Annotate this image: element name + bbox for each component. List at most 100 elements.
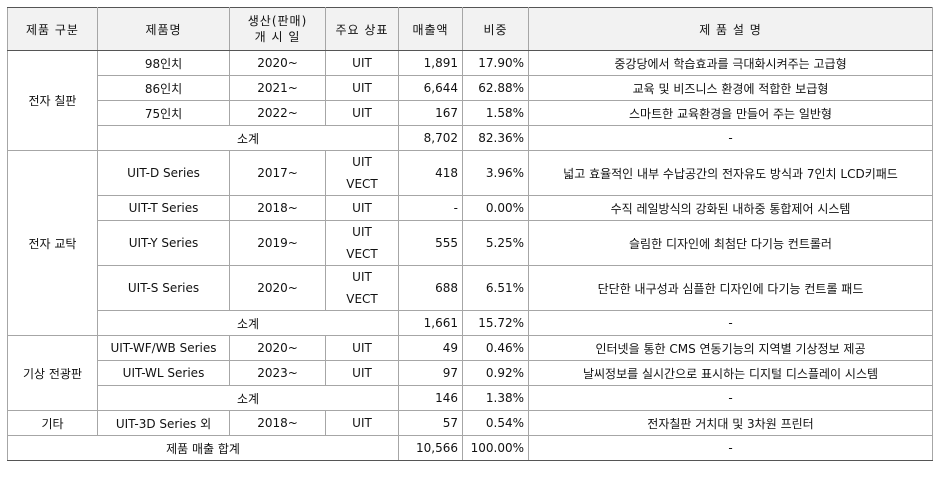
product-sales-table: 제품 구분 제품명 생산(판매) 개 시 일 주요 상표 매출액 비중 제 품 … [7, 7, 933, 461]
launch-date-cell: 2020~ [229, 335, 326, 361]
sales-cell: 57 [398, 410, 463, 436]
subtotal-desc: - [528, 125, 933, 151]
subtotal-desc: - [528, 310, 933, 336]
ratio-cell: 3.96% [462, 150, 529, 196]
ratio-cell: 5.25% [462, 220, 529, 266]
header-sales: 매출액 [398, 7, 463, 51]
brand-cell: UIT [325, 410, 399, 436]
product-name-cell: UIT-WL Series [97, 360, 230, 386]
table-row: 전자 칠판 98인치 2020~ UIT 1,891 17.90% 중강당에서 학습효과를 … [7, 50, 933, 151]
sales-cell: 6,644 [398, 75, 463, 101]
brand-cell: UIT [325, 335, 399, 361]
description-cell: 단단한 내구성과 심플한 디자인에 다기능 컨트롤 패드 [528, 265, 933, 311]
product-name-cell: UIT-Y Series [97, 220, 230, 266]
table-row: 기상 전광판 UIT-WF/WB Series 2020~ UIT 49 0.46% 인터넷… [7, 335, 933, 411]
sales-cell: 97 [398, 360, 463, 386]
header-desc: 제 품 설 명 [528, 7, 933, 51]
subtotal-row: 소계 8,702 82.36% - [8, 125, 933, 151]
subtotal-row: 소계 1,661 15.72% - [8, 310, 933, 336]
description-cell: 날씨정보를 실시간으로 표시하는 디지털 디스플레이 시스템 [528, 360, 933, 386]
subtotal-row: 소계 146 1.38% - [8, 385, 933, 411]
table-row: UIT-T Series 2018~ UIT -0.00% 수직 레일방식의 강화된 내… [8, 195, 933, 221]
total-sales: 10,566 [398, 435, 463, 461]
product-name-cell: 98인치 [97, 50, 230, 76]
subtotal-ratio: 15.72% [462, 310, 529, 336]
product-name-cell: UIT-3D Series 외 [97, 410, 230, 436]
description-cell: 슬림한 디자인에 최첨단 다기능 컨트롤러 [528, 220, 933, 266]
brand-cell: UIT [325, 195, 399, 221]
sales-cell: 688 [398, 265, 463, 311]
brand-cell: UIT [325, 100, 399, 126]
brand-cell: UIT VECT [325, 150, 399, 196]
ratio-cell: 17.90% [462, 50, 529, 76]
launch-date-cell: 2021~ [229, 75, 326, 101]
ratio-cell: 0.54% [462, 410, 529, 436]
launch-date-cell: 2018~ [229, 410, 326, 436]
description-cell: 스마트한 교육환경을 만들어 주는 일반형 [528, 100, 933, 126]
subtotal-ratio: 82.36% [462, 125, 529, 151]
subtotal-ratio: 1.38% [462, 385, 529, 411]
subtotal-label: 소계 [97, 385, 399, 411]
description-cell: 교육 및 비즈니스 환경에 적합한 보급형 [528, 75, 933, 101]
table-row: 86인치 2021~ UIT 6,644 62.88% 교육 및 비즈니스 환경에 적합한… [8, 75, 933, 101]
product-name-cell: UIT-D Series [97, 150, 230, 196]
launch-date-cell: 2019~ [229, 220, 326, 266]
category-cell: 기타 [7, 410, 98, 436]
subtotal-sales: 8,702 [398, 125, 463, 151]
category-cell: 전자 칠판 [7, 50, 98, 151]
brand-cell: UIT [325, 50, 399, 76]
description-cell: 수직 레일방식의 강화된 내하중 통합제어 시스템 [528, 195, 933, 221]
category-cell: 전자 교탁 [7, 150, 98, 336]
total-ratio: 100.00% [462, 435, 529, 461]
launch-date-cell: 2020~ [229, 50, 326, 76]
description-cell: 전자칠판 거치대 및 3차원 프린터 [528, 410, 933, 436]
product-name-cell: 86인치 [97, 75, 230, 101]
description-cell: 인터넷을 통한 CMS 연동기능의 지역별 기상정보 제공 [528, 335, 933, 361]
header-row: 제품 구분 제품명 생산(판매) 개 시 일 주요 상표 매출액 비중 제 품 … [7, 7, 933, 51]
ratio-cell: 62.88% [462, 75, 529, 101]
product-name-cell: UIT-S Series [97, 265, 230, 311]
launch-date-cell: 2017~ [229, 150, 326, 196]
ratio-cell: 0.92% [462, 360, 529, 386]
launch-date-cell: 2020~ [229, 265, 326, 311]
ratio-cell: 0.00% [462, 195, 529, 221]
sales-cell: - [398, 195, 463, 221]
header-category: 제품 구분 [7, 7, 98, 51]
total-label: 제품 매출 합계 [7, 435, 399, 461]
ratio-cell: 1.58% [462, 100, 529, 126]
product-name-cell: UIT-T Series [97, 195, 230, 221]
sales-cell: 49 [398, 335, 463, 361]
sales-cell: 167 [398, 100, 463, 126]
category-cell: 기상 전광판 [7, 335, 98, 411]
product-name-cell: UIT-WF/WB Series [97, 335, 230, 361]
table-body: 전자 칠판 98인치 2020~ UIT 1,891 17.90% 중강당에서 학습효과를 … [7, 50, 933, 461]
header-product: 제품명 [97, 7, 230, 51]
description-cell: 넓고 효율적인 내부 수납공간의 전자유도 방식과 7인치 LCD키패드 [528, 150, 933, 196]
sales-cell: 555 [398, 220, 463, 266]
subtotal-label: 소계 [97, 125, 399, 151]
subtotal-label: 소계 [97, 310, 399, 336]
ratio-cell: 6.51% [462, 265, 529, 311]
table-row: 전자 교탁 UIT-D Series 2017~ UIT VECT 418 3.96% 넓고… [7, 150, 933, 336]
product-name-cell: 75인치 [97, 100, 230, 126]
launch-date-cell: 2018~ [229, 195, 326, 221]
ratio-cell: 0.46% [462, 335, 529, 361]
table-row: 75인치 2022~ UIT 167 1.58% 스마트한 교육환경을 만들어 주는 일반… [8, 100, 933, 126]
total-desc: - [528, 435, 933, 461]
brand-cell: UIT [325, 360, 399, 386]
brand-cell: UIT VECT [325, 220, 399, 266]
sales-cell: 1,891 [398, 50, 463, 76]
table-row: 기타 UIT-3D Series 외 2018~ UIT 57 0.54% 전자칠판 거치대… [7, 410, 933, 436]
header-launch: 생산(판매) 개 시 일 [229, 7, 326, 51]
subtotal-sales: 146 [398, 385, 463, 411]
launch-date-cell: 2022~ [229, 100, 326, 126]
header-brand: 주요 상표 [325, 7, 399, 51]
brand-cell: UIT VECT [325, 265, 399, 311]
subtotal-desc: - [528, 385, 933, 411]
table-row: UIT-WL Series 2023~ UIT 97 0.92% 날씨정보를 실시간으로 … [8, 360, 933, 386]
table-row: UIT-S Series 2020~ UIT VECT 688 6.51% 단단한 내구성… [8, 265, 933, 311]
brand-cell: UIT [325, 75, 399, 101]
sales-cell: 418 [398, 150, 463, 196]
total-row: 제품 매출 합계 10,566 100.00% - [7, 435, 933, 461]
subtotal-sales: 1,661 [398, 310, 463, 336]
